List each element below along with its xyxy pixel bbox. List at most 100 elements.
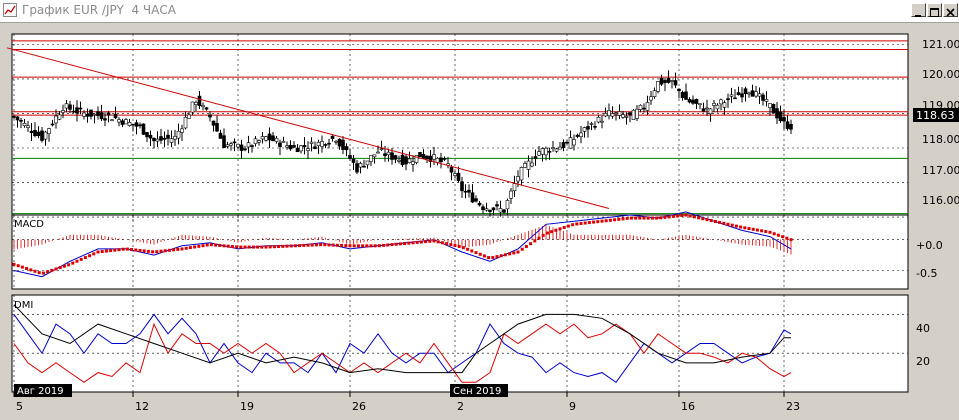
macd-signal-point — [520, 247, 524, 251]
macd-signal-point — [75, 259, 79, 263]
macd-signal-point — [268, 245, 272, 249]
price-bar-body — [582, 127, 587, 132]
macd-signal-point — [692, 215, 696, 219]
macd-signal-point — [369, 244, 373, 248]
macd-signal-point — [499, 254, 503, 258]
trendline[interactable] — [6, 47, 610, 209]
macd-signal-point — [411, 241, 415, 245]
price-bar-body — [414, 155, 419, 163]
dmi-panel[interactable] — [11, 294, 909, 393]
macd-signal-point — [50, 268, 54, 272]
macd-signal-point — [424, 240, 428, 244]
price-bar-body — [428, 155, 433, 162]
price-tick-120: 120.00 — [922, 68, 959, 81]
macd-tick-neg: -0.5 — [916, 267, 937, 280]
price-bar-body — [418, 152, 422, 157]
macd-signal-point — [432, 239, 436, 243]
price-bar-body — [463, 190, 468, 193]
macd-signal-point — [390, 243, 394, 247]
macd-signal-point — [697, 216, 701, 220]
month-label-aug: Авг 2019 — [17, 386, 64, 397]
x-tick-label: 5 — [16, 400, 23, 413]
price-bar-body — [673, 80, 678, 86]
macd-signal-point — [646, 216, 650, 220]
macd-signal-point — [184, 246, 188, 250]
macd-signal-point — [604, 219, 608, 223]
price-bar-body — [400, 154, 405, 166]
macd-signal-point — [403, 241, 407, 245]
macd-signal-point — [558, 227, 562, 231]
price-bar-body — [292, 145, 296, 148]
price-bar-body — [477, 202, 482, 206]
close-button[interactable] — [943, 3, 958, 17]
price-bar-body — [691, 99, 695, 104]
price-bar-body — [239, 144, 244, 151]
price-bar-body — [145, 132, 149, 138]
macd-signal-point — [16, 264, 20, 268]
macd-signal-point — [516, 250, 520, 254]
macd-signal-point — [247, 245, 251, 249]
macd-signal-point — [214, 243, 218, 247]
macd-signal-point — [226, 244, 230, 248]
price-panel[interactable] — [11, 33, 909, 225]
price-bar-body — [719, 99, 723, 105]
macd-signal-point — [541, 233, 545, 237]
price-bar-body — [491, 207, 496, 211]
price-bar-body — [733, 97, 737, 100]
price-tick-117: 117.00 — [922, 164, 959, 177]
price-bar-body — [547, 151, 552, 153]
macd-signal-point — [487, 256, 491, 260]
macd-signal-point — [117, 248, 121, 252]
macd-signal-point — [125, 247, 129, 251]
price-tick-121: 121.00 — [922, 38, 959, 51]
price-bar-body — [540, 148, 545, 155]
price-bar-body — [614, 112, 618, 115]
price-bar-body — [246, 142, 251, 148]
macd-signal-point — [478, 252, 482, 256]
macd-signal-point — [415, 240, 419, 244]
price-bar-body — [694, 98, 699, 104]
title-bar[interactable]: График EUR /JPY 4 ЧАСА — [0, 0, 959, 23]
price-bar-body — [750, 90, 755, 97]
price-tick-116: 116.00 — [922, 194, 959, 207]
macd-signal-point — [260, 245, 264, 249]
macd-signal-point — [575, 222, 579, 226]
macd-signal-point — [134, 248, 138, 252]
price-bar-body — [365, 160, 370, 166]
price-bar-body — [579, 132, 583, 137]
price-bar-body — [523, 163, 527, 168]
macd-signal-point — [62, 264, 66, 268]
macd-signal-point — [142, 249, 146, 253]
x-tick-label: 23 — [786, 400, 800, 413]
price-bar-body — [253, 138, 258, 144]
price-bar-body — [687, 98, 692, 103]
price-bar-body — [565, 141, 569, 144]
price-bar-body — [372, 154, 377, 158]
maximize-button[interactable] — [927, 3, 942, 17]
macd-signal-point — [272, 245, 276, 249]
price-bar-body — [456, 172, 461, 181]
minimize-button[interactable] — [911, 3, 926, 17]
macd-signal-point — [596, 220, 600, 224]
price-bar-body — [327, 142, 331, 145]
price-bar-body — [474, 198, 478, 202]
macd-signal-point — [218, 243, 222, 247]
price-bar-body — [789, 124, 793, 130]
macd-panel[interactable] — [11, 214, 909, 290]
macd-signal-point — [251, 245, 255, 249]
macd-signal-point — [100, 250, 104, 254]
price-bar-body — [397, 159, 401, 162]
price-bar-body — [194, 102, 198, 105]
macd-signal-point — [650, 216, 654, 220]
price-tick-118: 118.00 — [922, 133, 959, 146]
macd-signal-point — [71, 261, 75, 265]
macd-signal-point — [335, 243, 339, 247]
price-bar-body — [554, 148, 559, 152]
macd-signal-point — [327, 243, 331, 247]
x-tick-label: 12 — [135, 400, 149, 413]
x-tick-label: 2 — [457, 400, 464, 413]
macd-signal-point — [344, 244, 348, 248]
price-bar-body — [285, 145, 289, 148]
macd-signal-point — [235, 245, 239, 249]
macd-signal-point — [579, 221, 583, 225]
